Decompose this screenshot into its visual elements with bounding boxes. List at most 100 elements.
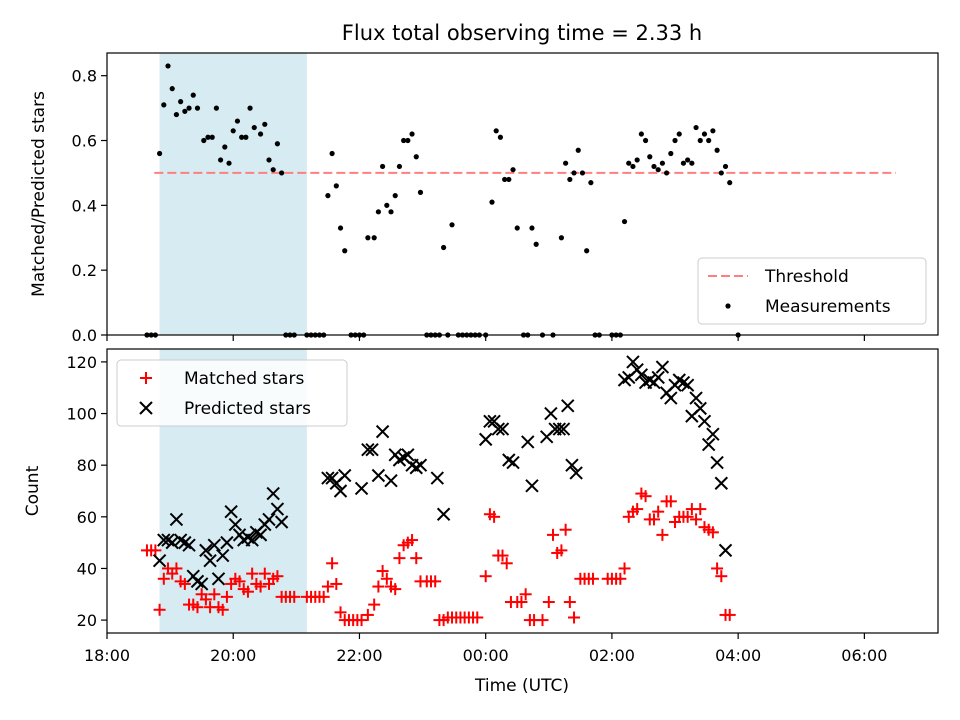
x-tick-label: 22:00 (336, 646, 382, 665)
measurement-point (234, 118, 241, 124)
predicted-point (651, 370, 665, 385)
measurement-point (579, 170, 586, 176)
matched-point (410, 552, 423, 565)
predicted-point (211, 572, 226, 586)
predicted-point (693, 401, 707, 416)
matched-point (563, 596, 576, 609)
cross-b (495, 422, 510, 436)
predicted-point (436, 507, 451, 521)
measurement-point (668, 150, 674, 157)
measurement-point (672, 137, 678, 144)
cross-b (169, 512, 184, 527)
bottom-y-axis: 20 40 60 80 100 120 (66, 353, 107, 630)
cross-b (569, 466, 583, 480)
measurement-point (375, 209, 381, 215)
measurement-point (718, 170, 724, 176)
predicted-point (701, 437, 716, 452)
cross-b (643, 373, 657, 387)
predicted-point (270, 502, 285, 516)
y-tick-label: 0.0 (72, 326, 97, 345)
predicted-point (207, 538, 222, 552)
matched-point (652, 505, 665, 518)
predicted-point (409, 461, 423, 475)
matched-point (393, 552, 406, 565)
cross-b (718, 543, 733, 558)
predicted-point (676, 375, 691, 390)
predicted-point (664, 391, 678, 405)
measurement-point (727, 180, 733, 186)
predicted-point (361, 442, 375, 457)
measurement-point (209, 134, 215, 140)
predicted-point (706, 427, 720, 441)
measurement-point (655, 167, 661, 173)
cross-b (701, 437, 716, 452)
predicted-point (552, 422, 567, 436)
cross-b (228, 517, 243, 532)
cross-b (525, 479, 539, 493)
measurement-point (680, 160, 687, 166)
legend-predicted-marker (139, 401, 153, 415)
cross-b (706, 427, 720, 441)
measurement-point (194, 105, 201, 111)
matched-point (372, 580, 385, 593)
matched-point (380, 572, 393, 585)
predicted-point (714, 476, 729, 490)
measurement-point (186, 105, 192, 111)
measurement-point (161, 102, 167, 108)
legend-measurements-label: Measurements (765, 297, 891, 317)
cross-b (371, 468, 386, 483)
matched-point (321, 580, 334, 593)
predicted-point (617, 373, 632, 387)
cross-b (672, 373, 686, 387)
cross-b (502, 453, 516, 467)
measurement-point (529, 225, 535, 231)
cross-b (651, 370, 665, 385)
matched-point (389, 583, 402, 596)
measurement-point (634, 157, 640, 163)
matched-point (656, 528, 669, 541)
measurement-point (337, 225, 344, 231)
cross-b (207, 538, 222, 552)
predicted-point (266, 486, 280, 501)
predicted-point (165, 535, 179, 550)
bottom-legend-box (116, 359, 348, 427)
cross-b (241, 530, 255, 545)
cross-b (544, 406, 558, 421)
cross-b (365, 442, 379, 457)
cross-b (693, 401, 707, 416)
predicted-point (565, 458, 579, 472)
measurement-point (493, 128, 499, 134)
predicted-point (491, 422, 506, 436)
cross-b (552, 422, 567, 436)
matched-point (639, 490, 652, 503)
predicted-stars-series (152, 355, 733, 591)
measurement-point (413, 154, 419, 160)
predicted-point (354, 481, 369, 496)
predicted-point (569, 466, 583, 480)
matched-point (288, 590, 301, 603)
matched-point (614, 572, 627, 585)
matched-point (479, 570, 492, 583)
measurement-point (514, 225, 520, 231)
measurement-point (693, 124, 699, 131)
chart-title: Flux total observing time = 2.33 h (342, 21, 702, 45)
measurement-point (558, 235, 565, 241)
matched-point (191, 601, 204, 614)
matched-point (555, 544, 568, 557)
cross-b (436, 507, 451, 521)
measurement-point (409, 131, 415, 137)
cross-b (262, 512, 276, 527)
measurement-point (417, 189, 424, 195)
top-y-axis: 0.0 0.2 0.4 0.6 0.8 (72, 67, 107, 345)
top-legend-box (697, 257, 927, 325)
matched-point (153, 603, 166, 616)
bottom-x-axis: 18:00 20:00 22:00 00:00 02:00 04:00 06:00 (84, 633, 887, 665)
cross-b (338, 468, 352, 483)
predicted-point (634, 368, 649, 382)
measurement-point (333, 183, 339, 189)
predicted-point (152, 554, 167, 568)
cross-b (224, 504, 238, 519)
y-tick-label: 20 (77, 611, 97, 630)
cross-b (178, 535, 192, 550)
measurement-point (213, 105, 219, 111)
